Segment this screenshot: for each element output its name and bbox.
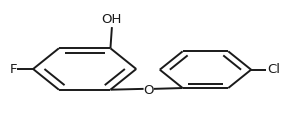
Text: OH: OH — [102, 13, 122, 26]
Text: O: O — [143, 84, 154, 97]
Text: Cl: Cl — [267, 63, 280, 76]
Text: F: F — [10, 63, 18, 75]
